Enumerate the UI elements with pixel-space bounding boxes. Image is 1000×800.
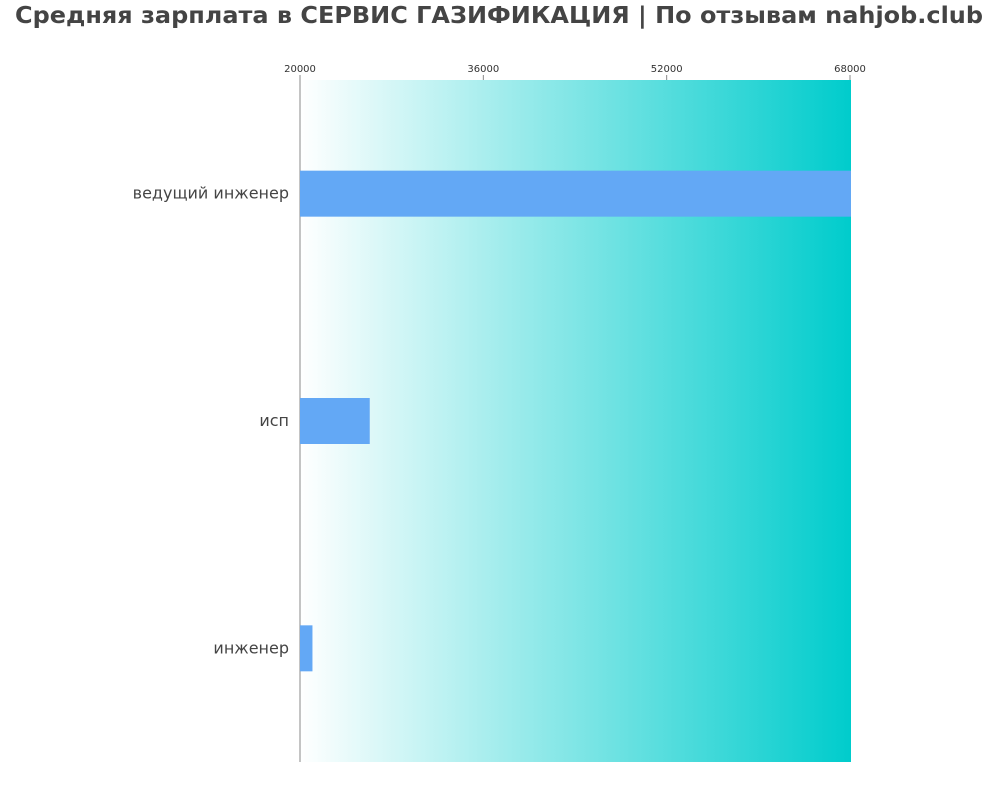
category-label: инженер	[213, 638, 289, 657]
x-tick-label: 20000	[284, 64, 316, 75]
x-tick-label: 52000	[651, 64, 683, 75]
bar	[300, 398, 370, 444]
x-tick-label: 68000	[834, 64, 866, 75]
bar	[300, 170, 851, 217]
x-tick-label: 36000	[467, 64, 499, 75]
category-label: ведущий инженер	[133, 184, 289, 203]
bar	[300, 625, 313, 672]
category-label: исп	[259, 411, 289, 430]
chart-title: Средняя зарплата в СЕРВИС ГАЗИФИКАЦИЯ | …	[15, 3, 983, 29]
